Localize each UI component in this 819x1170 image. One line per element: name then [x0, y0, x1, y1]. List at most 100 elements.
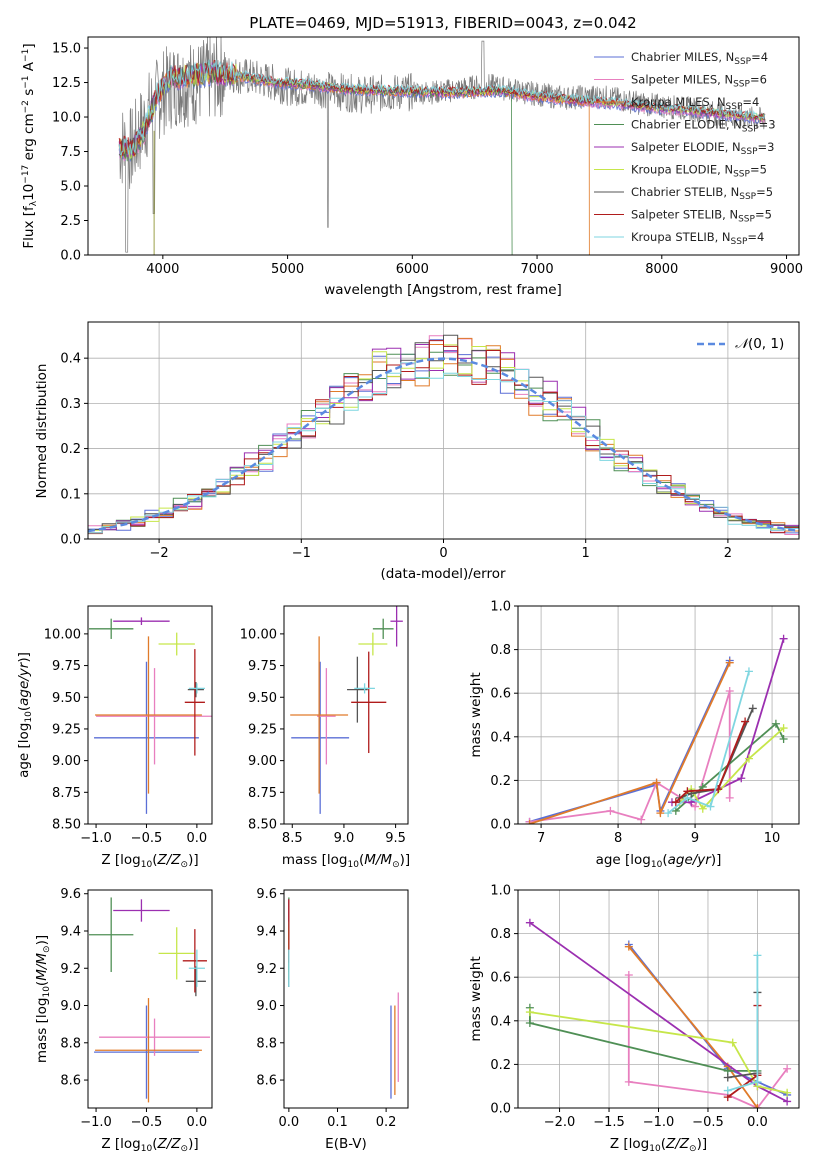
x-tick-label: −1 [292, 546, 311, 561]
massweight-line [529, 1011, 788, 1094]
x-axis-label: Z [log10(Z/Z⊙)] [610, 1136, 707, 1154]
x-tick-label: 1 [582, 546, 590, 561]
plus-marker [725, 687, 734, 696]
legend-entry: 𝒩(0, 1) [735, 336, 784, 352]
plus-marker [728, 1038, 737, 1047]
massweight-line [675, 721, 746, 803]
massweight-vs-Z-panel: −2.0 −1.5 −1.0 −0.5 0.0 0.0 0.2 0.4 0.6 0.8 1.0 Z [… [468, 884, 800, 1154]
x-tick-label: 4000 [146, 262, 179, 277]
mass-vs-Z-panel: −1.0 −0.5 0.0 8.6 8.8 9.0 9.2 9.4 9.6 Z [log10(Z/… [34, 887, 213, 1154]
spectrum-marks [118, 37, 766, 255]
y-tick-label: 8.75 [52, 786, 81, 801]
spectrum-legend: Chabrier MILES, NSSP=4 Salpeter MILES, NS… [594, 50, 776, 247]
y-tick-label: 9.50 [248, 691, 277, 706]
y-tick-label: 0.8 [490, 927, 511, 942]
massweight-line [529, 662, 731, 824]
x-tick-label: −1.0 [80, 831, 112, 846]
y-tick-label: 0.4 [490, 1014, 511, 1029]
plus-marker [744, 754, 753, 763]
plus-marker [753, 951, 762, 960]
y-tick-label: 0.3 [60, 397, 81, 412]
plus-marker [779, 734, 788, 743]
massweight-vs-age-panel: 7 8 9 10 0.0 0.2 0.4 0.6 0.8 1.0 age [log10(age/yr… [468, 600, 800, 870]
plus-marker [783, 1064, 792, 1073]
legend-entry: Chabrier STELIB, NSSP=5 [631, 185, 773, 202]
plus-marker [624, 942, 633, 951]
plus-marker [656, 809, 665, 818]
x-tick-label: 7 [537, 831, 545, 846]
x-tick-label: 6000 [396, 262, 429, 277]
y-tick-label: 8.6 [60, 1074, 81, 1089]
y-tick-label: 0.0 [60, 533, 81, 548]
axes-frame [517, 605, 800, 825]
y-tick-label: 9.0 [256, 999, 277, 1014]
plus-marker [525, 1008, 534, 1017]
plus-marker [525, 1018, 534, 1027]
x-tick-label: 0.1 [327, 1115, 348, 1130]
figure-title: PLATE=0469, MJD=51913, FIBERID=0043, z=0… [249, 14, 636, 32]
massweight-line [679, 708, 754, 799]
plus-marker [737, 774, 746, 783]
legend-entry: Salpeter STELIB, NSSP=5 [631, 208, 772, 225]
y-tick-label: 0.6 [490, 971, 511, 986]
plus-marker [664, 809, 673, 818]
residual-legend: 𝒩(0, 1) [697, 336, 784, 352]
y-tick-label: 8.50 [248, 818, 277, 833]
plus-marker [698, 804, 707, 813]
plus-marker [671, 798, 680, 807]
plus-marker [637, 815, 646, 824]
y-tick-label: 0.2 [490, 774, 511, 789]
legend-entry: Kroupa STELIB, NSSP=4 [631, 230, 764, 247]
massweight-line [667, 671, 750, 814]
y-tick-label: 8.8 [256, 1036, 277, 1051]
plus-marker [723, 1073, 732, 1082]
legend-entry: Salpeter ELODIE, NSSP=3 [631, 140, 774, 157]
plus-marker [783, 1097, 792, 1106]
x-tick-label: 0.0 [187, 1115, 208, 1130]
age-vs-Z-marks [89, 617, 212, 814]
plus-marker [725, 793, 734, 802]
legend-entry: Chabrier MILES, NSSP=4 [631, 50, 768, 67]
x-tick-label: −2 [150, 546, 169, 561]
x-axis-label: Z [log10(Z/Z⊙)] [101, 1136, 198, 1154]
x-tick-label: 9.5 [385, 831, 406, 846]
residual-histogram [88, 334, 799, 530]
x-axis-label: (data-model)/error [380, 566, 506, 582]
x-tick-label: −0.5 [692, 1115, 724, 1130]
x-tick-label: 5000 [271, 262, 304, 277]
axes-frame [87, 889, 213, 1109]
plus-marker [624, 971, 633, 980]
y-tick-label: 0.4 [490, 730, 511, 745]
y-axis-label: mass weight [468, 956, 484, 1041]
mass-vs-ebv-panel: 0.0 0.1 0.2 8.6 8.8 9.0 9.2 9.4 9.6 E(B-V) [256, 887, 409, 1152]
y-tick-label: 0.0 [60, 249, 81, 264]
x-tick-label: −1.5 [593, 1115, 625, 1130]
y-tick-label: 0.0 [490, 818, 511, 833]
plus-marker [741, 717, 750, 726]
y-tick-label: 0.0 [490, 1102, 511, 1117]
spectrum-panel: 4000 5000 6000 7000 8000 9000 0.0 2.5 5.0 7.5 10.0… [21, 36, 803, 298]
model-spectrum-line [118, 59, 766, 156]
massweight-vs-age-marks [525, 634, 788, 824]
plus-marker [683, 793, 692, 802]
y-tick-label: 1.0 [490, 600, 511, 615]
plus-marker [652, 778, 661, 787]
plus-marker [725, 658, 734, 667]
y-tick-label: 0.2 [60, 442, 81, 457]
x-tick-label: −1.0 [643, 1115, 675, 1130]
y-tick-label: 9.6 [256, 887, 277, 902]
residual-histogram [88, 362, 799, 534]
x-tick-label: 9 [691, 831, 699, 846]
plus-marker [753, 1104, 762, 1108]
plus-marker [624, 1077, 633, 1086]
y-tick-label: 9.00 [52, 754, 81, 769]
y-tick-label: 1.0 [490, 884, 511, 899]
y-tick-label: 9.25 [52, 722, 81, 737]
plus-marker [748, 704, 757, 713]
x-tick-label: 2 [724, 546, 732, 561]
axes-frame [283, 605, 409, 825]
residuals-panel: −2 −1 0 1 2 0.0 0.1 0.2 0.3 0.4 𝒩(0, 1) (data-model… [34, 321, 800, 582]
y-tick-label: 9.0 [60, 999, 81, 1014]
y-tick-label: 10.00 [44, 627, 81, 642]
x-tick-label: 8.5 [282, 831, 303, 846]
